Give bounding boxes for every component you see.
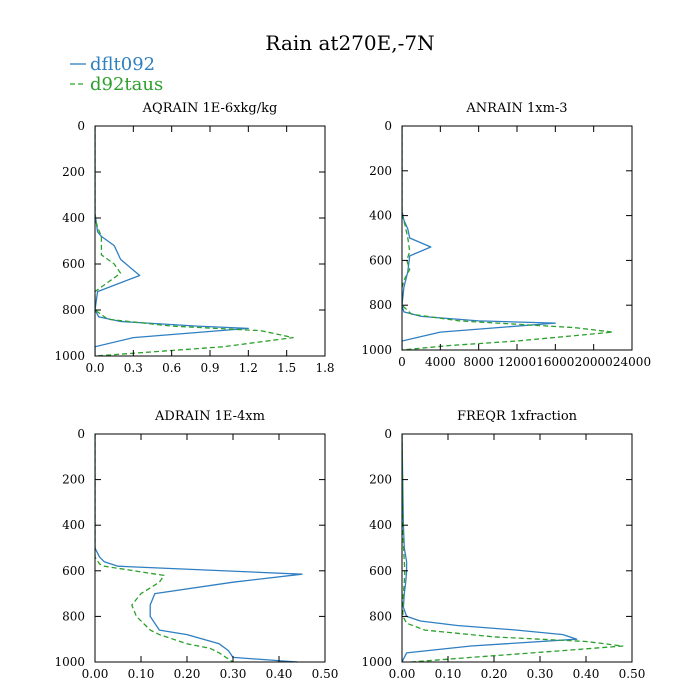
x-tick-label: 0.00 [389, 667, 416, 681]
panel-1: AQRAIN 1E-6xkg/kg 0.0 0.3 0.6 0.9 1.2 1.5 1.8 0 2… [54, 101, 334, 375]
y-tick-label: 400 [369, 518, 392, 532]
y-tick-label: 400 [62, 518, 85, 532]
x-tick-label: 20000 [575, 355, 613, 369]
plot-frame [94, 433, 326, 663]
x-tick-label: 0.10 [435, 667, 462, 681]
panel-2: ANRAIN 1xm-30 4000 8000 12000 16000 20000 2400… [361, 101, 651, 369]
x-tick-label: 0.20 [174, 667, 201, 681]
x-tick-label: 16000 [536, 355, 574, 369]
y-tick-label: 600 [369, 564, 392, 578]
y-tick-label: 800 [369, 609, 392, 623]
y-tick-label: 800 [62, 303, 85, 317]
y-tick-label: 200 [369, 473, 392, 487]
y-tick-label: 1000 [361, 655, 392, 669]
x-tick-label: 1.8 [315, 361, 334, 375]
y-tick-label: 0 [384, 119, 392, 133]
x-tick-label: 0.20 [481, 667, 508, 681]
y-tick-label: 800 [62, 609, 85, 623]
y-tick-label: 600 [62, 564, 85, 578]
y-tick-label: 0 [77, 427, 85, 441]
x-tick-label: 0.50 [619, 667, 646, 681]
y-tick-label: 1000 [54, 655, 85, 669]
y-tick-label: 400 [62, 211, 85, 225]
y-tick-label: 200 [369, 164, 392, 178]
legend-label-dflt092: dflt092 [90, 54, 155, 75]
x-tick-label: 0 [398, 355, 406, 369]
series-line-d92taus [402, 126, 614, 351]
panel-title: FREQR 1xfraction [457, 409, 578, 424]
x-tick-label: 0.9 [200, 361, 219, 375]
x-tick-label: 4000 [425, 355, 456, 369]
series-line-dflt092 [402, 433, 578, 663]
series-line-dflt092 [95, 126, 249, 356]
x-tick-label: 0.40 [266, 667, 293, 681]
panel-4: FREQR 1xfraction 0.00 0.10 0.20 0.30 0.40 0.50… [361, 409, 645, 681]
series-line-dflt092 [402, 126, 556, 350]
x-tick-label: 1.2 [239, 361, 258, 375]
y-tick-label: 600 [369, 253, 392, 267]
y-tick-label: 1000 [54, 349, 85, 363]
series-line-d92taus [95, 434, 234, 663]
x-tick-label: 0.3 [124, 361, 143, 375]
plot-frame [401, 433, 633, 663]
plot-frame [401, 125, 633, 351]
x-tick-label: 0.40 [573, 667, 600, 681]
x-tick-label: 0.00 [82, 667, 109, 681]
x-tick-label: 0.50 [312, 667, 339, 681]
legend-label-d92taus: d92taus [90, 74, 163, 95]
x-tick-label: 0.30 [527, 667, 554, 681]
x-tick-label: 0.30 [220, 667, 247, 681]
panel-title: AQRAIN 1E-6xkg/kg [142, 101, 278, 116]
x-tick-label: 1.5 [277, 361, 296, 375]
x-tick-label: 12000 [498, 355, 536, 369]
panel-title: ANRAIN 1xm-3 [465, 101, 567, 116]
x-tick-label: 0.10 [128, 667, 155, 681]
series-line-dflt092 [95, 434, 303, 663]
series-line-d92taus [95, 126, 294, 357]
y-tick-label: 0 [77, 119, 85, 133]
y-tick-label: 0 [384, 427, 392, 441]
y-tick-label: 800 [369, 298, 392, 312]
panel-title: ADRAIN 1E-4xm [154, 409, 265, 424]
x-tick-label: 0.6 [162, 361, 181, 375]
x-tick-label: 0.0 [85, 361, 104, 375]
series-line-d92taus [402, 433, 624, 663]
main-title: Rain at270E,-7N [265, 31, 434, 55]
y-tick-label: 600 [62, 257, 85, 271]
panel-3: ADRAIN 1E-4xm 0.00 0.10 0.20 0.30 0.40 0.50 0 20… [54, 409, 338, 681]
legend: dflt092 d92taus [70, 54, 163, 95]
y-tick-label: 200 [62, 473, 85, 487]
x-tick-label: 8000 [463, 355, 494, 369]
x-tick-label: 24000 [613, 355, 651, 369]
y-tick-label: 200 [62, 165, 85, 179]
y-tick-label: 400 [369, 209, 392, 223]
y-tick-label: 1000 [361, 343, 392, 357]
